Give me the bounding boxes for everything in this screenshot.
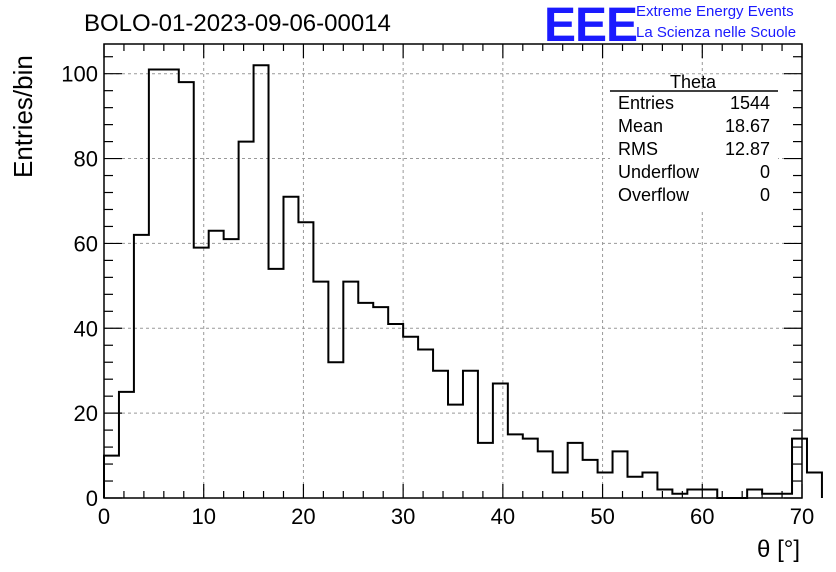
stat-value: 1544	[729, 93, 770, 113]
stat-row-mean: Mean 18.67	[618, 116, 770, 137]
stat-row-underflow: Underflow 0	[618, 162, 770, 183]
stat-label: Mean	[618, 116, 664, 136]
eee-logo: EEE	[544, 0, 638, 52]
stat-value: 12.87	[724, 139, 770, 159]
x-tick-label: 40	[491, 504, 515, 529]
x-tick-label: 20	[291, 504, 315, 529]
x-tick-label: 30	[391, 504, 415, 529]
x-tick-labels: 0 10 20 30 40 50 60 70	[98, 504, 814, 529]
x-tick-label: 10	[191, 504, 215, 529]
stat-value: 0	[759, 162, 770, 182]
stat-label: Overflow	[618, 185, 690, 205]
run-title: BOLO-01-2023-09-06-00014	[84, 10, 391, 37]
histogram-line	[103, 64, 823, 499]
x-tick-label: 60	[690, 504, 714, 529]
y-tick-labels: 0 20 40 60 80 100	[61, 62, 98, 511]
stat-label: Entries	[618, 93, 675, 113]
y-tick-label: 20	[74, 401, 98, 426]
y-axis-label: Entries/bin	[8, 55, 38, 178]
stat-row-rms: RMS 12.87	[618, 139, 770, 160]
y-tick-label: 0	[86, 486, 98, 511]
stat-row-overflow: Overflow 0	[618, 185, 770, 206]
x-tick-label: 50	[590, 504, 614, 529]
stat-label: Underflow	[618, 162, 700, 182]
y-tick-label: 80	[74, 147, 98, 172]
stats-box	[610, 90, 778, 210]
y-tick-label: 40	[74, 316, 98, 341]
grid-lines	[104, 44, 802, 498]
axis-ticks	[103, 44, 803, 499]
stat-value: 18.67	[724, 116, 770, 136]
stat-value: 0	[759, 185, 770, 205]
logo-line-2: La Scienza nelle Scuole	[636, 24, 797, 41]
logo-line-1: Extreme Energy Events	[636, 3, 794, 20]
stat-row-entries: Entries 1544	[618, 93, 770, 114]
stats-box-title: Theta	[670, 72, 717, 92]
y-tick-label: 100	[61, 62, 98, 87]
plot-frame	[103, 43, 803, 499]
x-tick-label: 0	[98, 504, 110, 529]
stat-label: RMS	[618, 139, 658, 159]
y-tick-label: 60	[74, 231, 98, 256]
x-tick-label: 70	[790, 504, 814, 529]
x-axis-label: θ [°]	[757, 536, 800, 563]
